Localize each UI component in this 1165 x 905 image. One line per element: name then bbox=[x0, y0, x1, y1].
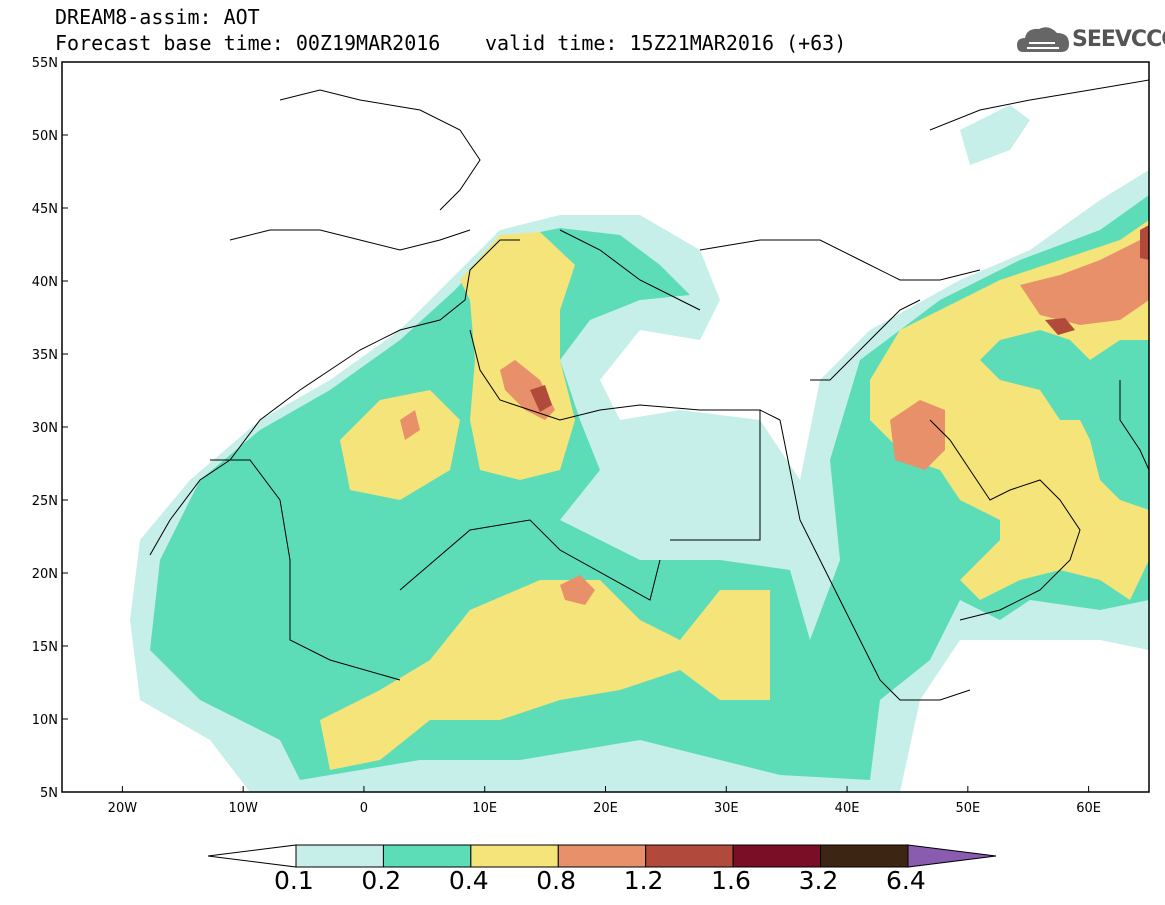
lat-tick-label: 40N bbox=[32, 275, 58, 290]
lat-tick-label: 25N bbox=[32, 494, 58, 509]
colorbar-swatch bbox=[382, 844, 472, 868]
colorbar-label: 3.2 bbox=[798, 866, 839, 895]
colorbar-label: 6.4 bbox=[886, 866, 926, 895]
lat-tick-label: 10N bbox=[32, 713, 58, 728]
lon-tick-label: 10E bbox=[472, 801, 497, 816]
lon-tick-label: 40E bbox=[835, 801, 860, 816]
lat-axis: 55N 50N 45N 40N 35N 30N 25N 20N 15N 10N 5N bbox=[32, 56, 68, 801]
colorbar bbox=[207, 844, 997, 868]
lon-tick-label: 0 bbox=[360, 801, 368, 816]
lat-tick-label: 20N bbox=[32, 567, 58, 582]
colorbar-label: 1.2 bbox=[623, 866, 664, 895]
cloud-icon bbox=[1017, 27, 1069, 52]
colorbar-swatch bbox=[295, 844, 384, 868]
valid-time: valid time: 15Z21MAR2016 (+63) bbox=[485, 31, 847, 55]
colorbar-label: 0.4 bbox=[448, 866, 489, 895]
lon-tick-label: 50E bbox=[955, 801, 980, 816]
lon-tick-label: 10W bbox=[228, 801, 258, 816]
colorbar-label: 1.6 bbox=[711, 866, 751, 895]
lon-tick-label: 20W bbox=[108, 801, 138, 816]
lon-tick-label: 20E bbox=[593, 801, 618, 816]
lat-tick-label: 50N bbox=[32, 129, 58, 144]
lat-tick-label: 35N bbox=[32, 348, 58, 363]
colorbar-min-arrow bbox=[207, 844, 297, 868]
logo-text: SEEVCCC bbox=[1072, 27, 1165, 52]
lat-tick-label: 45N bbox=[32, 202, 58, 217]
colorbar-label: 0.2 bbox=[361, 866, 402, 895]
lat-tick-label: 15N bbox=[32, 640, 58, 655]
lat-tick-label: 5N bbox=[40, 786, 58, 801]
lon-tick-label: 30E bbox=[714, 801, 739, 816]
colorbar-label: 0.1 bbox=[274, 866, 314, 895]
colorbar-swatch bbox=[645, 844, 734, 868]
lat-tick-label: 55N bbox=[32, 56, 58, 71]
colorbar-swatch bbox=[820, 844, 909, 868]
colorbar-max-arrow bbox=[907, 844, 997, 868]
map-title: DREAM8-assim: AOT bbox=[55, 5, 260, 29]
forecast-base-time: Forecast base time: 00Z19MAR2016 bbox=[55, 31, 441, 55]
lon-axis: 20W 10W 0 10E 20E 30E 40E 50E 60E bbox=[108, 786, 1101, 816]
colorbar-swatch bbox=[732, 844, 822, 868]
colorbar-swatch bbox=[470, 844, 559, 868]
lat-tick-label: 30N bbox=[32, 421, 58, 436]
colorbar-label: 0.8 bbox=[536, 866, 577, 895]
colorbar-swatch bbox=[557, 844, 647, 868]
lon-tick-label: 60E bbox=[1076, 801, 1101, 816]
coastlines bbox=[149, 79, 1149, 701]
aot-field bbox=[130, 105, 1149, 792]
